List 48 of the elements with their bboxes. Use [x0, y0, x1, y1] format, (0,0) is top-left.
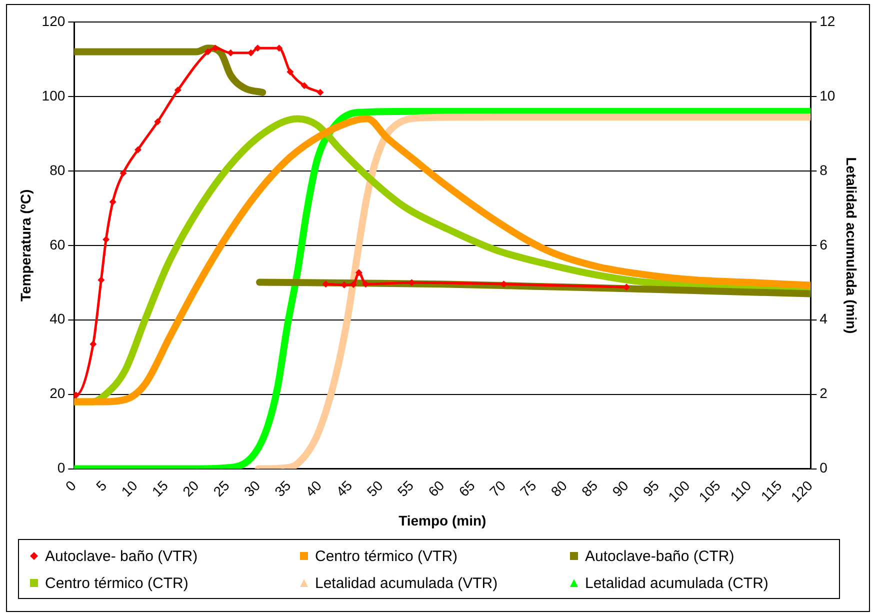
- x-tick-label: 25: [210, 477, 233, 500]
- legend-label: Autoclave- baño (VTR): [45, 548, 198, 564]
- x-tick-label: 105: [696, 477, 724, 506]
- x-tick-label: 100: [664, 477, 693, 506]
- x-tick-label: 5: [92, 477, 110, 494]
- x-tick-label: 60: [424, 477, 448, 500]
- y2-tick-label: 0: [820, 460, 828, 476]
- x-tick-label: 55: [394, 477, 417, 500]
- y-tick-label: 60: [50, 236, 66, 252]
- x-axis-title: Tiempo (min): [398, 512, 486, 528]
- y2-tick-label: 4: [820, 310, 828, 327]
- legend-label: Autoclave-baño (CTR): [585, 548, 734, 564]
- y2-tick-label: 12: [820, 12, 836, 29]
- x-tick-label: 85: [578, 477, 601, 500]
- y2-tick-label: 6: [820, 236, 828, 252]
- x-tick-label: 120: [788, 477, 816, 506]
- x-tick-label: 10: [118, 477, 141, 500]
- legend-label: Centro térmico (VTR): [315, 548, 458, 564]
- y-tick-label: 20: [50, 385, 66, 402]
- y-tick-label: 120: [42, 12, 66, 29]
- y-axis-title: Temperatura (ºC): [17, 189, 34, 302]
- x-tick-label: 15: [148, 477, 172, 500]
- legend-label: Centro térmico (CTR): [45, 574, 188, 592]
- x-tick-label: 50: [364, 477, 386, 500]
- x-tick-label: 20: [179, 477, 202, 500]
- x-tick-label: 35: [271, 477, 294, 500]
- y-tick-label: 80: [50, 162, 66, 178]
- y2-tick-label: 10: [820, 87, 836, 104]
- y2-axis-title: Letalidad acumulada (min): [844, 157, 860, 334]
- x-tick-label: 75: [516, 477, 540, 500]
- y-tick-label: 0: [57, 460, 66, 476]
- legend-label: Letalidad acumulada (VTR): [315, 574, 498, 592]
- y2-tick-label: 8: [820, 162, 828, 178]
- y-tick-label: 100: [42, 87, 66, 104]
- x-tick-label: 80: [548, 477, 570, 500]
- x-tick-label: 110: [727, 477, 754, 504]
- x-tick-label: 45: [332, 477, 356, 500]
- x-tick-label: 115: [758, 477, 785, 504]
- y-tick-label: 40: [50, 310, 66, 327]
- x-tick-label: 40: [302, 477, 325, 500]
- x-tick-label: 90: [609, 477, 632, 500]
- y2-tick-label: 2: [820, 385, 828, 402]
- x-tick-label: 65: [456, 477, 478, 500]
- x-tick-label: 0: [62, 477, 80, 494]
- x-tick-label: 95: [640, 477, 662, 500]
- x-tick-label: 30: [240, 477, 264, 500]
- legend-label: Letalidad acumulada (CTR): [585, 574, 768, 592]
- x-tick-label: 70: [486, 477, 509, 500]
